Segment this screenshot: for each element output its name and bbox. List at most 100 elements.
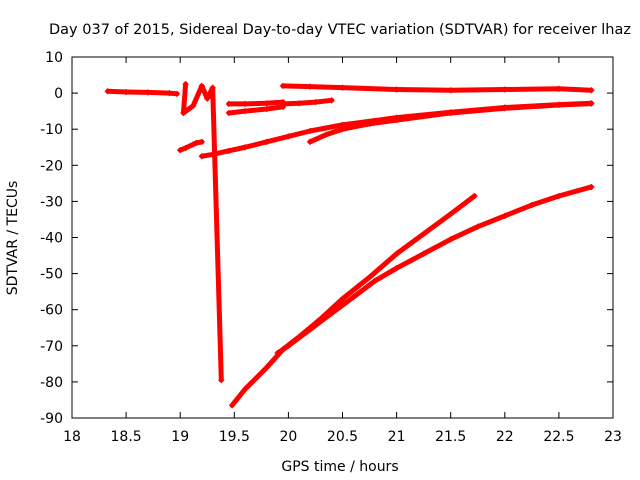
data-point <box>225 100 232 107</box>
data-point <box>588 183 595 190</box>
data-point <box>242 108 249 115</box>
series-track-i <box>229 193 478 408</box>
series-track <box>229 193 478 408</box>
series-track-j <box>275 184 594 356</box>
data-point <box>339 295 346 302</box>
data-point <box>263 105 270 112</box>
data-point <box>393 250 400 257</box>
data-point <box>285 342 292 349</box>
y-axis-label: SDTVAR / TECUs <box>5 181 21 296</box>
data-point <box>371 277 378 284</box>
data-point <box>471 192 478 199</box>
data-point <box>328 97 335 104</box>
x-tick-label: 22.5 <box>543 429 574 445</box>
data-point <box>204 95 211 102</box>
data-point <box>307 326 314 333</box>
data-point <box>296 100 303 107</box>
series-track <box>280 97 335 107</box>
data-point <box>279 82 286 89</box>
data-point <box>263 100 270 107</box>
data-point <box>420 230 427 237</box>
y-tick-label: 0 <box>54 86 63 102</box>
data-point <box>312 99 319 106</box>
data-point <box>198 138 205 145</box>
y-tick-label: -50 <box>40 267 63 283</box>
x-tick-label: 19 <box>171 429 189 445</box>
y-tick-label: 10 <box>45 50 63 66</box>
series-track <box>275 184 594 356</box>
data-point <box>242 100 249 107</box>
y-tick-label: -80 <box>40 375 63 391</box>
x-tick-label: 18 <box>63 429 81 445</box>
data-point <box>555 102 562 109</box>
y-tick-label: -60 <box>40 303 63 319</box>
series-track-e <box>226 104 286 116</box>
data-point <box>225 147 232 154</box>
data-point <box>173 90 180 97</box>
x-tick-label: 22 <box>496 429 514 445</box>
data-point <box>393 117 400 124</box>
data-point <box>180 109 187 116</box>
data-point <box>209 84 216 91</box>
data-point <box>274 350 281 357</box>
data-point <box>307 83 314 90</box>
data-point <box>339 126 346 133</box>
data-point <box>285 133 292 140</box>
data-point <box>474 223 481 230</box>
data-point <box>182 144 189 151</box>
data-point <box>218 377 225 384</box>
y-tick-label: -10 <box>40 122 63 138</box>
data-point <box>501 105 508 112</box>
data-point <box>307 128 314 135</box>
data-point <box>588 100 595 107</box>
data-point <box>366 274 373 281</box>
series-track-g <box>280 97 335 107</box>
data-point <box>501 86 508 93</box>
x-tick-label: 20 <box>279 429 297 445</box>
data-point <box>263 364 270 371</box>
data-point <box>177 147 184 154</box>
data-points <box>104 81 595 409</box>
data-point <box>323 131 330 138</box>
data-point <box>242 386 249 393</box>
data-point <box>242 144 249 151</box>
data-point <box>366 120 373 127</box>
series-track <box>280 83 594 93</box>
data-point <box>447 109 454 116</box>
x-tick-label: 18.5 <box>111 429 142 445</box>
data-point <box>190 102 197 109</box>
data-point <box>198 82 205 89</box>
data-point <box>528 202 535 209</box>
chart-title: Day 037 of 2015, Sidereal Day-to-day VTE… <box>49 22 631 38</box>
y-tick-label: -90 <box>40 411 63 427</box>
data-point <box>501 212 508 219</box>
data-point <box>555 85 562 92</box>
data-point <box>190 141 197 148</box>
data-point <box>555 192 562 199</box>
data-point <box>263 138 270 145</box>
y-tick-label: -70 <box>40 339 63 355</box>
data-point <box>588 87 595 94</box>
y-tick-label: -40 <box>40 231 63 247</box>
data-point <box>279 100 286 107</box>
x-tick-label: 21.5 <box>435 429 466 445</box>
data-point <box>229 402 236 409</box>
data-point <box>193 139 200 146</box>
data-point <box>420 250 427 257</box>
data-point <box>328 310 335 317</box>
data-point <box>104 88 111 95</box>
axis-ticks: 18 18.5 19 19.5 20 20.5 21 21.5 22 22.5 23 10 0 -10 -2… <box>40 50 622 445</box>
data-point <box>447 236 454 243</box>
data-point <box>123 89 130 96</box>
y-tick-label: -20 <box>40 158 63 174</box>
series-track-f <box>280 83 594 93</box>
data-point <box>307 138 314 145</box>
series-track <box>226 104 286 116</box>
x-tick-label: 19.5 <box>219 429 250 445</box>
y-tick-label: -30 <box>40 194 63 210</box>
data-point <box>166 90 173 97</box>
series-track-d <box>226 99 286 107</box>
plot-frame <box>71 56 614 419</box>
x-axis-label: GPS time / hours <box>281 459 398 475</box>
